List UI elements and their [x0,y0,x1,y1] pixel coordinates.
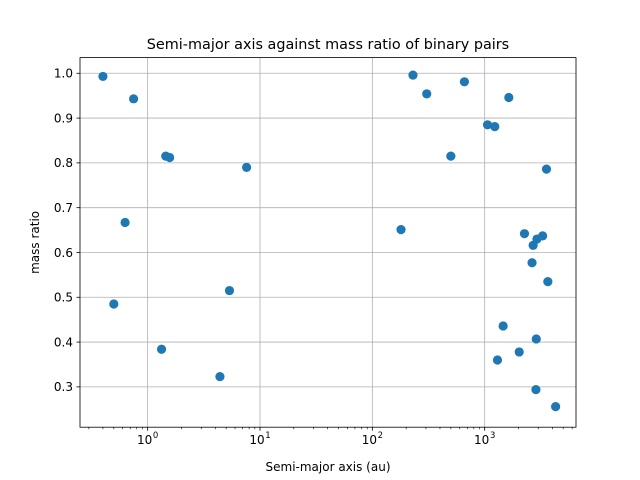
chart-title: Semi-major axis against mass ratio of bi… [147,37,509,53]
grid-lines [80,57,576,428]
data-points [98,70,561,412]
data-point [120,217,130,228]
data-point [492,355,503,365]
data-point [541,164,552,174]
x-tick-label: 10 [137,433,152,447]
y-tick-label: 0.4 [54,335,73,349]
data-point [129,94,139,104]
data-point [459,77,469,87]
data-point [531,384,541,395]
plot-frame [79,57,577,428]
data-point [396,225,406,235]
data-point [531,334,541,344]
x-axis-label: Semi-major axis (au) [266,460,391,474]
data-point [165,152,175,163]
data-point [446,151,456,161]
data-point [482,120,493,130]
data-point [519,229,530,239]
data-point [98,71,108,82]
data-point [241,162,252,172]
x-tick-label: 10 [362,433,377,447]
x-tick-label: 10 [474,433,489,447]
data-point [490,121,500,132]
axis-ticks: 10 0 10 1 10 2 10 30.30.40.50.60.70.80.91.0 [54,67,573,447]
x-tick-label-exponent: 2 [378,431,383,441]
y-axis-label: mass ratio [28,211,42,274]
data-point [527,258,537,268]
y-tick-label: 0.8 [54,156,73,170]
data-point [156,344,167,354]
y-tick-label: 0.7 [54,201,73,215]
x-tick-label-exponent: 3 [490,431,495,441]
data-point [514,347,524,357]
data-point [543,277,553,287]
y-tick-label: 1.0 [54,67,73,81]
y-tick-label: 0.6 [54,246,73,260]
x-tick-label-exponent: 1 [265,431,270,441]
data-point [422,89,432,99]
data-point [215,371,225,382]
y-tick-label: 0.9 [54,111,73,125]
y-tick-label: 0.5 [54,291,73,305]
data-point [109,299,119,309]
x-tick-label: 10 [249,433,264,447]
data-point [408,70,418,80]
y-tick-label: 0.3 [54,380,73,394]
x-tick-label-exponent: 0 [153,431,158,441]
data-point [504,92,514,103]
data-point [224,285,235,296]
data-point [538,231,548,241]
data-point [498,321,508,331]
data-point [551,401,561,412]
